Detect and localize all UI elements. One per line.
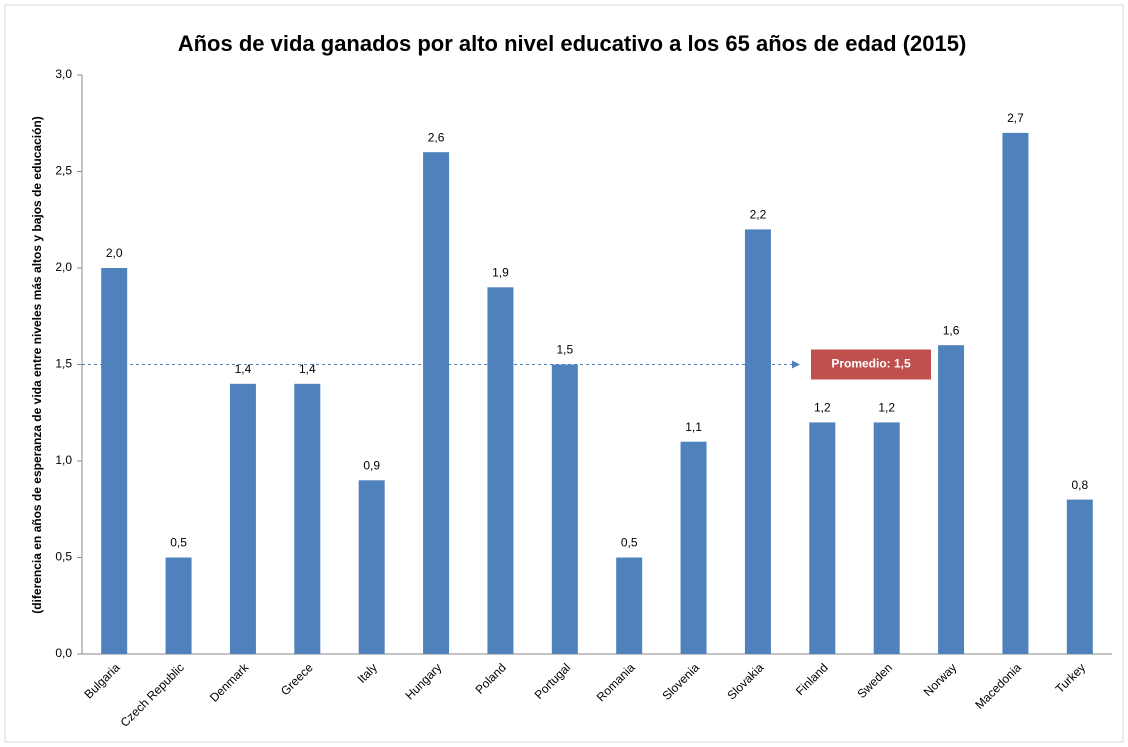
value-label: 0,5: [170, 536, 187, 550]
bar: [551, 364, 578, 654]
average-label: Promedio: 1,5: [831, 357, 911, 371]
bar: [616, 557, 643, 654]
value-label: 1,4: [235, 362, 252, 376]
bar: [1066, 499, 1093, 654]
value-label: 2,6: [428, 130, 445, 144]
value-label: 1,6: [943, 323, 960, 337]
y-tick-label: 2,5: [55, 164, 72, 178]
bar: [487, 287, 514, 654]
bar: [101, 268, 128, 654]
y-tick-label: 3,0: [55, 67, 72, 81]
y-tick-label: 0,5: [55, 550, 72, 564]
bar: [680, 441, 707, 654]
bar: [165, 557, 192, 654]
bar: [423, 152, 450, 654]
y-tick-label: 1,5: [55, 357, 72, 371]
value-label: 0,9: [363, 458, 380, 472]
bar: [358, 480, 385, 654]
bar: [809, 422, 836, 654]
value-label: 0,8: [1071, 478, 1088, 492]
value-label: 2,7: [1007, 111, 1024, 125]
y-tick-label: 0,0: [55, 646, 72, 660]
y-axis-label: (diferencia en años de esperanza de vida…: [30, 116, 44, 614]
bar: [229, 383, 256, 654]
chart-title: Años de vida ganados por alto nivel educ…: [178, 31, 967, 56]
average-arrow: [792, 360, 800, 369]
value-label: 1,2: [814, 401, 831, 415]
value-label: 1,2: [878, 401, 895, 415]
value-label: 2,0: [106, 246, 123, 260]
value-label: 1,9: [492, 265, 509, 279]
value-label: 1,5: [556, 343, 573, 357]
value-label: 2,2: [750, 208, 767, 222]
y-tick-label: 1,0: [55, 453, 72, 467]
bar: [294, 383, 321, 654]
average-box: [811, 349, 931, 380]
value-label: 1,1: [685, 420, 702, 434]
bar: [744, 229, 771, 654]
bar: [1002, 132, 1029, 654]
value-label: 0,5: [621, 536, 638, 550]
y-tick-label: 2,0: [55, 260, 72, 274]
value-label: 1,4: [299, 362, 316, 376]
bar: [873, 422, 900, 654]
bar: [938, 345, 965, 654]
